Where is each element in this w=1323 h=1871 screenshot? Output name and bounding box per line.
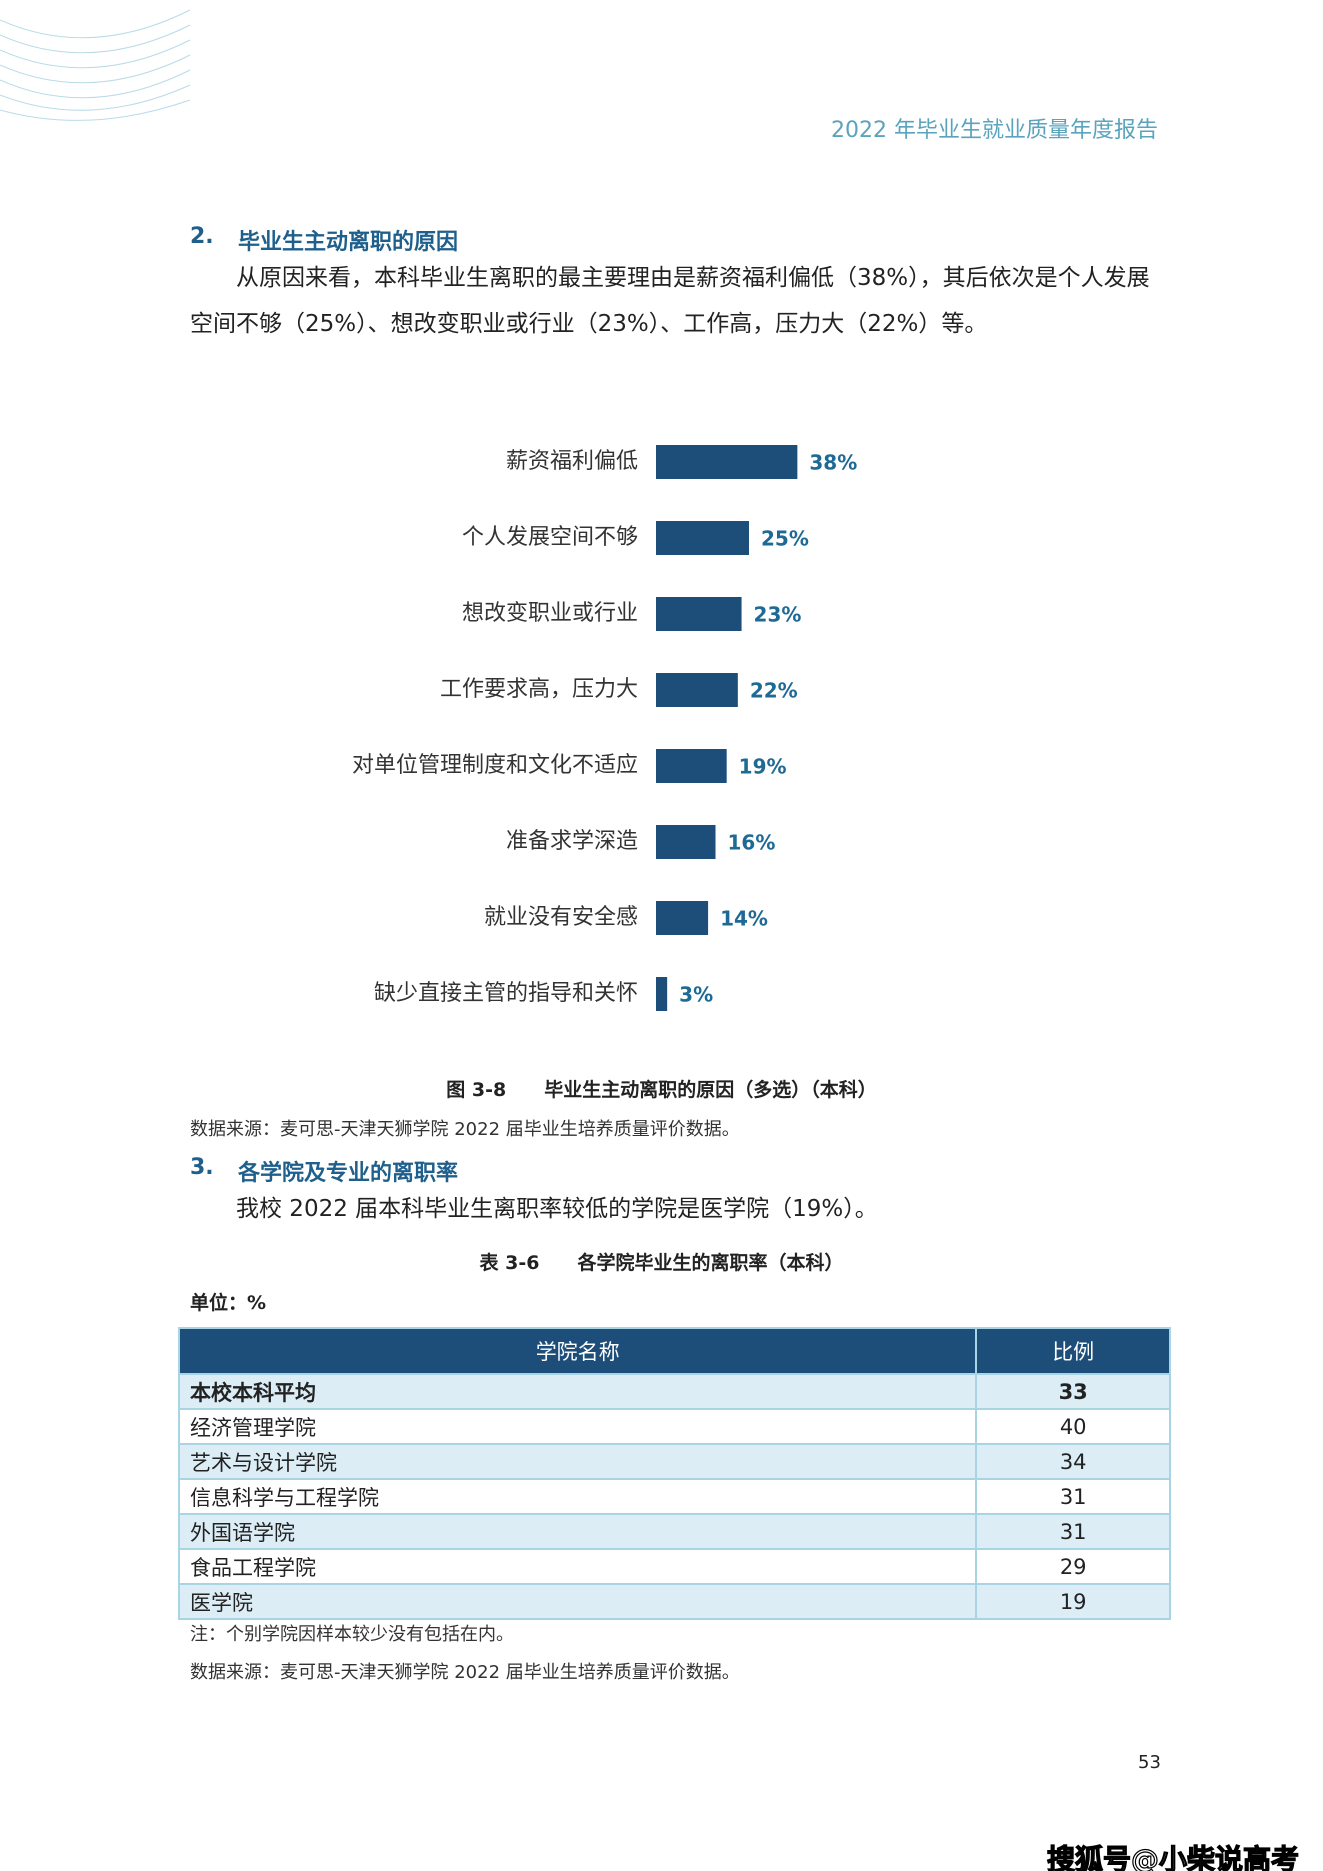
caption-title: 毕业生主动离职的原因（多选）（本科） bbox=[544, 1079, 877, 1101]
table-cell: 外国语学院 bbox=[177, 1513, 978, 1550]
value-label: 38% bbox=[809, 451, 857, 475]
table-cell: 31 bbox=[975, 1513, 1171, 1550]
table-row: 艺术与设计学院 34 bbox=[177, 1443, 1171, 1480]
table-row: 信息科学与工程学院 31 bbox=[177, 1478, 1171, 1515]
figure-caption: 图 3-8 毕业生主动离职的原因（多选）（本科） bbox=[0, 1075, 1323, 1102]
chart: 薪资福利偏低 38% 个人发展空间不够 25% 想改变职业或行业 23% 工作要求高，压力大… bbox=[352, 445, 857, 1011]
table-cell: 本校本科平均 bbox=[177, 1373, 978, 1410]
table-cell: 19 bbox=[975, 1583, 1171, 1620]
page-number: 53 bbox=[1138, 1752, 1161, 1773]
source: 数据来源：麦可思-天津天狮学院 2022 届毕业生培养质量评价数据。 bbox=[190, 1119, 740, 1140]
bar bbox=[656, 521, 749, 555]
header-title: 2022 年毕业生就业质量年度报告 bbox=[831, 118, 1158, 143]
section-title: 毕业生主动离职的原因 bbox=[238, 230, 459, 255]
value-label: 16% bbox=[728, 831, 776, 855]
table-caption: 表 3-6 各学院毕业生的离职率（本科） bbox=[0, 1248, 1323, 1275]
value-label: 19% bbox=[739, 755, 787, 779]
table-cell: 艺术与设计学院 bbox=[177, 1443, 978, 1480]
caption-title: 各学院毕业生的离职率（本科） bbox=[577, 1252, 844, 1274]
table-row: 本校本科平均 33 bbox=[177, 1373, 1171, 1410]
table-row: 医学院 19 bbox=[177, 1583, 1171, 1620]
section-title: 各学院及专业的离职率 bbox=[238, 1161, 459, 1186]
bar bbox=[656, 749, 727, 783]
bar bbox=[656, 597, 742, 631]
note: 注：个别学院因样本较少没有包括在内。 bbox=[190, 1624, 514, 1645]
table-cell: 29 bbox=[975, 1548, 1171, 1585]
category-label: 缺少直接主管的指导和关怀 bbox=[374, 981, 638, 1006]
bar bbox=[656, 445, 798, 479]
table-cell: 34 bbox=[975, 1443, 1171, 1480]
table-cell: 经济管理学院 bbox=[177, 1408, 978, 1445]
category-label: 个人发展空间不够 bbox=[462, 525, 638, 550]
paragraph: 我校 2022 届本科毕业生离职率较低的学院是医学院（19%）。 bbox=[236, 1196, 878, 1222]
table-cell: 食品工程学院 bbox=[177, 1548, 978, 1585]
value-label: 3% bbox=[679, 983, 713, 1007]
category-label: 对单位管理制度和文化不适应 bbox=[352, 753, 638, 778]
unit: 单位：% bbox=[190, 1292, 267, 1314]
bar bbox=[656, 901, 709, 935]
table-cell: 33 bbox=[975, 1373, 1171, 1410]
caption-number: 图 3-8 bbox=[446, 1079, 507, 1101]
decoration bbox=[0, 9, 191, 121]
value-label: 23% bbox=[754, 603, 802, 627]
table-cell: 40 bbox=[975, 1408, 1171, 1445]
caption-number: 表 3-6 bbox=[479, 1252, 540, 1274]
bar bbox=[656, 977, 668, 1011]
table-row: 食品工程学院 29 bbox=[177, 1548, 1171, 1585]
category-label: 就业没有安全感 bbox=[484, 905, 638, 930]
section-number: 3. bbox=[190, 1155, 214, 1180]
header-cell: 比例 bbox=[975, 1327, 1171, 1375]
paragraph: 从原因来看，本科毕业生离职的最主要理由是薪资福利偏低（38%），其后依次是个人发… bbox=[190, 265, 1150, 337]
table-cell: 31 bbox=[975, 1478, 1171, 1515]
table-row: 外国语学院 31 bbox=[177, 1513, 1171, 1550]
section-number: 2. bbox=[190, 224, 214, 249]
value-label: 22% bbox=[750, 679, 798, 703]
category-label: 薪资福利偏低 bbox=[506, 449, 638, 474]
category-label: 工作要求高，压力大 bbox=[440, 677, 638, 702]
table: 学院名称 比例 本校本科平均 33 经济管理学院 40 艺术与设计学院 34 信息科学与工程学院… bbox=[177, 1327, 1171, 1620]
table-row: 经济管理学院 40 bbox=[177, 1408, 1171, 1445]
source: 数据来源：麦可思-天津天狮学院 2022 届毕业生培养质量评价数据。 bbox=[190, 1662, 740, 1683]
category-label: 想改变职业或行业 bbox=[462, 601, 638, 626]
table-header: 学院名称 比例 bbox=[177, 1327, 1171, 1375]
table-cell: 信息科学与工程学院 bbox=[177, 1478, 978, 1515]
bar bbox=[656, 673, 738, 707]
header-cell: 学院名称 bbox=[177, 1327, 978, 1375]
category-label: 准备求学深造 bbox=[506, 829, 638, 854]
table-cell: 医学院 bbox=[177, 1583, 978, 1620]
value-label: 25% bbox=[761, 527, 809, 551]
value-label: 14% bbox=[720, 907, 768, 931]
bar bbox=[656, 825, 716, 859]
watermark: 搜狐号@小柴说高考 bbox=[1046, 1842, 1299, 1871]
